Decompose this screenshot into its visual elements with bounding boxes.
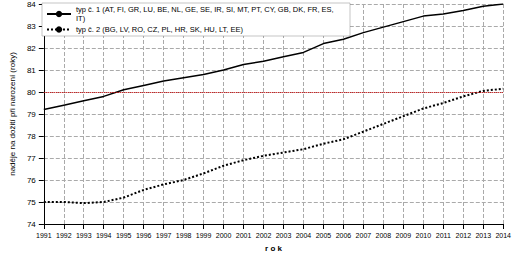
svg-text:2008: 2008 <box>376 232 392 239</box>
svg-text:1995: 1995 <box>116 232 132 239</box>
svg-text:1998: 1998 <box>176 232 192 239</box>
svg-text:77: 77 <box>27 154 36 163</box>
svg-text:2000: 2000 <box>216 232 232 239</box>
svg-text:2005: 2005 <box>316 232 332 239</box>
svg-text:1992: 1992 <box>56 232 72 239</box>
svg-text:1994: 1994 <box>96 232 112 239</box>
svg-text:76: 76 <box>27 176 36 185</box>
svg-text:2012: 2012 <box>455 232 471 239</box>
svg-text:2007: 2007 <box>356 232 372 239</box>
svg-text:1991: 1991 <box>36 232 52 239</box>
svg-text:2001: 2001 <box>236 232 252 239</box>
svg-text:74: 74 <box>27 220 36 229</box>
svg-text:80: 80 <box>27 88 36 97</box>
svg-text:1993: 1993 <box>76 232 92 239</box>
svg-text:83: 83 <box>27 22 36 31</box>
svg-text:typ č. 1 (AT, FI, GR, LU, BE,: typ č. 1 (AT, FI, GR, LU, BE, NL, GE, SE… <box>76 5 336 14</box>
svg-text:78: 78 <box>27 132 36 141</box>
svg-text:IT): IT) <box>76 14 86 23</box>
svg-text:2009: 2009 <box>396 232 412 239</box>
svg-text:75: 75 <box>27 198 36 207</box>
svg-text:1999: 1999 <box>196 232 212 239</box>
svg-text:2013: 2013 <box>475 232 491 239</box>
svg-text:2003: 2003 <box>276 232 292 239</box>
svg-text:82: 82 <box>27 44 36 53</box>
svg-text:2014: 2014 <box>495 232 511 239</box>
svg-text:r o k: r o k <box>265 244 282 253</box>
svg-text:2002: 2002 <box>256 232 272 239</box>
svg-text:1996: 1996 <box>136 232 152 239</box>
svg-text:81: 81 <box>27 66 36 75</box>
svg-text:84: 84 <box>27 0 36 9</box>
svg-text:2006: 2006 <box>336 232 352 239</box>
svg-text:naděje na dožití při narození: naděje na dožití při narození (roky) <box>8 52 17 176</box>
svg-text:79: 79 <box>27 110 36 119</box>
svg-text:typ č. 2 (BG, LV, RO, CZ, PL,: typ č. 2 (BG, LV, RO, CZ, PL, HR, SK, HU… <box>76 25 243 34</box>
svg-text:2010: 2010 <box>416 232 432 239</box>
svg-text:1997: 1997 <box>156 232 172 239</box>
svg-text:2004: 2004 <box>296 232 312 239</box>
svg-text:2011: 2011 <box>436 232 451 239</box>
